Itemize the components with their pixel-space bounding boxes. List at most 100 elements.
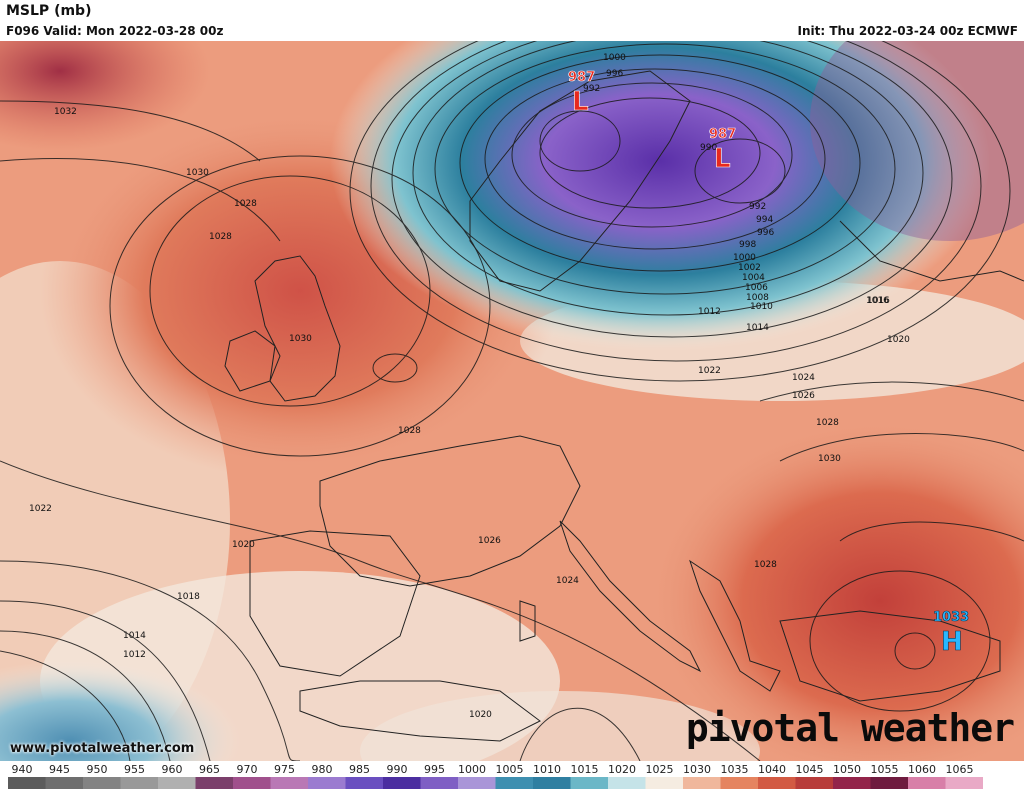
- website-url: www.pivotalweather.com: [10, 741, 195, 756]
- legend-scale: 940 945 950 955 960 965 970 975 980 985 990 995 1000…: [8, 763, 983, 789]
- pivotal-weather-logo: pivotal weather: [685, 706, 1015, 750]
- valid-time: F096 Valid: Mon 2022-03-28 00z: [6, 24, 224, 38]
- isobar-label: 1020: [232, 540, 255, 550]
- isobar-label: 996: [757, 228, 774, 238]
- legend-tick-label: 1035: [721, 763, 749, 776]
- field-low-scandinavia: [330, 41, 990, 351]
- legend-tick-label: 1020: [608, 763, 636, 776]
- low-center-value: 987: [568, 70, 595, 85]
- isobar-label: 1024: [556, 576, 579, 586]
- low-center-value: 987: [709, 127, 736, 142]
- isobar-label: 1026: [792, 391, 815, 401]
- isobar-label: 1028: [816, 418, 839, 428]
- isobar-label: 1030: [289, 334, 312, 344]
- legend-tick-label: 990: [387, 763, 408, 776]
- legend-color-swatch: [83, 777, 121, 789]
- legend-tick-label: 995: [424, 763, 445, 776]
- init-time: Init: Thu 2022-03-24 00z ECMWF: [797, 24, 1018, 38]
- legend-color-swatch: [795, 777, 833, 789]
- high-center-symbol: H: [941, 627, 963, 657]
- isobar-label: 1002: [738, 263, 761, 273]
- legend-tick-label: 950: [87, 763, 108, 776]
- legend-tick-label: 965: [199, 763, 220, 776]
- isobar-label: 1016: [866, 296, 889, 306]
- isobar-label: 1030: [186, 168, 209, 178]
- legend-color-swatch: [570, 777, 608, 789]
- isobar-label: 1010: [750, 302, 773, 312]
- coastlines: [224, 70, 1024, 742]
- isobar-label-group: 1032 1030 1028 1028 1030 1028 1026 1024 …: [29, 53, 910, 720]
- legend-tick-label: 1040: [758, 763, 786, 776]
- field-light-africa: [360, 691, 760, 761]
- field-high-northwest: [0, 41, 210, 151]
- isobar-label: 1024: [792, 373, 815, 383]
- legend-tick-label: 1060: [908, 763, 936, 776]
- legend-color-swatch: [195, 777, 233, 789]
- legend-color-swatch: [870, 777, 908, 789]
- legend-tick-label: 960: [162, 763, 183, 776]
- legend-tick-label: 945: [49, 763, 70, 776]
- isobar-label: 1026: [478, 536, 501, 546]
- isobar-label: 1016: [867, 296, 890, 306]
- isobar-label: 1006: [745, 283, 768, 293]
- legend-color-swatch: [383, 777, 421, 789]
- legend-color-swatch: [458, 777, 496, 789]
- isobar-label: 1030: [818, 454, 841, 464]
- legend-tick-label: 1010: [533, 763, 561, 776]
- legend-tick-label: 1065: [946, 763, 974, 776]
- isobar-label: 1008: [746, 293, 769, 303]
- legend-tick-label: 1030: [683, 763, 711, 776]
- low-center-symbol: L: [714, 144, 731, 174]
- pressure-map: 1032 1030 1028 1028 1030 1028 1026 1024 …: [0, 41, 1024, 761]
- legend-tick-label: 1055: [871, 763, 899, 776]
- legend-color-swatch: [758, 777, 796, 789]
- high-center-value: 1033: [933, 610, 969, 625]
- legend-tick-label: 1050: [833, 763, 861, 776]
- legend-color-swatch: [120, 777, 158, 789]
- legend-color-swatch: [645, 777, 683, 789]
- legend-color-swatch: [158, 777, 196, 789]
- isobar-label: 1020: [887, 335, 910, 345]
- isobar-label: 994: [756, 215, 773, 225]
- legend-tick-label: 940: [12, 763, 33, 776]
- isobar-label: 1022: [29, 504, 52, 514]
- legend-tick-label: 975: [274, 763, 295, 776]
- isobar-label: 1032: [54, 107, 77, 117]
- isobar-label: 1012: [698, 307, 721, 317]
- isobar-label: 1014: [746, 323, 769, 333]
- legend-color-swatch: [908, 777, 946, 789]
- legend-color-swatch: [495, 777, 533, 789]
- isobar-label: 1012: [123, 650, 146, 660]
- legend-tick-label: 1025: [646, 763, 674, 776]
- pressure-centers: 987 L 987 L 1033 H: [568, 70, 970, 658]
- isobar-label: 1000: [733, 253, 756, 263]
- legend-tick-label: 1005: [496, 763, 524, 776]
- isobar-label: 1028: [398, 426, 421, 436]
- isobar-label: 992: [583, 84, 600, 94]
- legend-color-swatch: [683, 777, 721, 789]
- isobar-label: 990: [700, 143, 717, 153]
- map-title: MSLP (mb): [6, 3, 92, 19]
- field-northeast: [810, 41, 1024, 241]
- isobar-label: 992: [749, 202, 766, 212]
- header-bar: MSLP (mb) F096 Valid: Mon 2022-03-28 00z…: [0, 0, 1024, 41]
- legend-tick-label: 1045: [796, 763, 824, 776]
- isobar-label: 996: [606, 69, 623, 79]
- legend-tick-label: 985: [349, 763, 370, 776]
- legend-color-swatch: [8, 777, 46, 789]
- legend-color-swatch: [345, 777, 383, 789]
- low-center-symbol: L: [572, 87, 589, 117]
- color-scale-legend: 940 945 950 955 960 965 970 975 980 985 990 995 1000…: [0, 761, 1024, 791]
- isobar-label: 998: [739, 240, 756, 250]
- legend-tick-label: 1000: [458, 763, 486, 776]
- isobar-label: 1022: [698, 366, 721, 376]
- isobar-label: 1018: [177, 592, 200, 602]
- legend-color-swatch: [720, 777, 758, 789]
- legend-tick-label: 955: [124, 763, 145, 776]
- isobar-label: 1004: [742, 273, 765, 283]
- isobar-label: 1028: [754, 560, 777, 570]
- legend-color-swatch: [270, 777, 308, 789]
- isobar-label: 1014: [123, 631, 146, 641]
- legend-color-swatch: [533, 777, 571, 789]
- field-low-southwest: [0, 661, 240, 761]
